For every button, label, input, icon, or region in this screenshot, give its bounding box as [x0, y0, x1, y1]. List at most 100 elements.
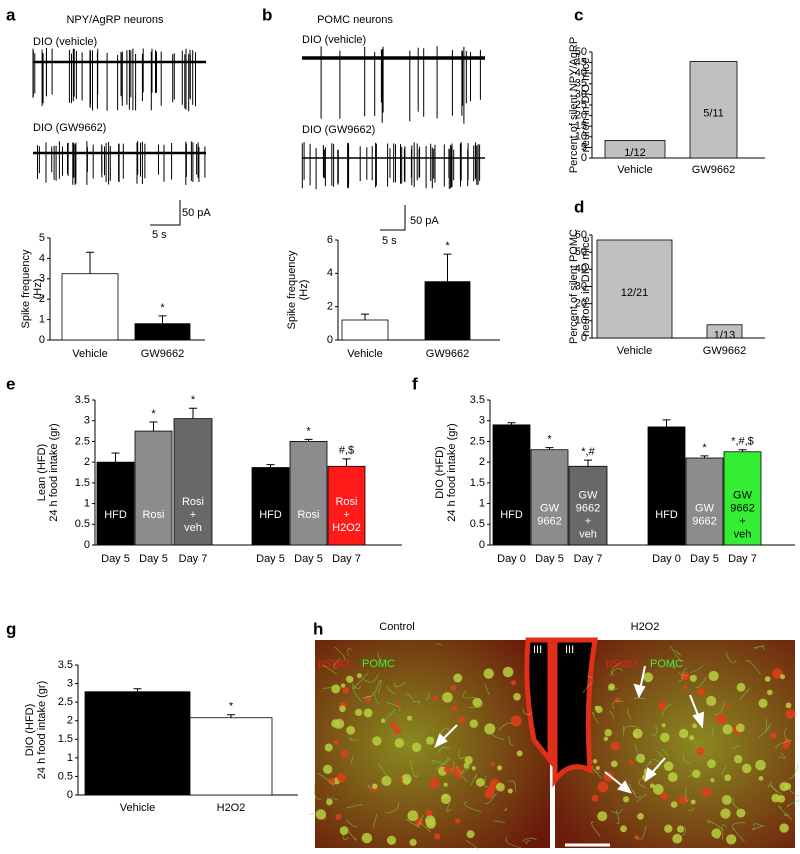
y-tick-label: 2.5 — [58, 696, 73, 708]
cell — [785, 702, 792, 709]
fiber — [754, 646, 765, 651]
fiber — [351, 682, 362, 689]
bar — [685, 457, 724, 546]
fiber — [670, 661, 676, 669]
y-tick-label: 50 — [575, 246, 587, 258]
error-bar — [304, 438, 313, 442]
y-tick-label: 2 — [327, 301, 333, 313]
y-tick-label: 3 — [479, 415, 485, 427]
cell — [340, 749, 349, 758]
bar — [251, 467, 290, 546]
y-tick-label: 10 — [575, 315, 587, 327]
fiber — [714, 700, 726, 715]
y-axis-label: Lean (HFD) — [36, 444, 48, 501]
y-tick-label: 2.5 — [470, 435, 485, 447]
fiber — [629, 783, 636, 795]
cell — [770, 732, 777, 739]
y-tick-label: 25 — [575, 99, 587, 111]
cell — [490, 762, 495, 767]
scale-label: 5 s — [152, 229, 167, 241]
scale-label: 5 s — [382, 235, 397, 247]
scale-bar — [150, 200, 181, 226]
cell — [710, 778, 715, 783]
cell — [390, 721, 398, 729]
cell — [716, 713, 727, 725]
bar-label: GW — [579, 489, 599, 501]
y-axis-label: Spike frequency — [286, 250, 298, 329]
x-tick-label: Day 5 — [139, 553, 168, 565]
error-bar — [342, 458, 351, 467]
fiber — [732, 822, 746, 830]
fiber — [789, 788, 799, 797]
fiber — [786, 799, 800, 807]
bar-label: Rosi — [297, 509, 319, 521]
y-tick-label: 40 — [575, 263, 587, 275]
cell — [597, 781, 609, 793]
y-axis-label: 24 h food intake (gr) — [48, 423, 60, 521]
fiber — [462, 690, 476, 699]
fiber — [775, 739, 792, 749]
bar-label: Rosi — [182, 496, 204, 508]
recording-trace — [33, 141, 206, 185]
cell — [398, 777, 404, 783]
y-tick-label: 0 — [479, 539, 485, 551]
cell — [453, 673, 463, 683]
fiber — [636, 793, 647, 803]
bar — [596, 239, 673, 339]
fiber — [318, 773, 335, 786]
cell — [711, 828, 722, 839]
micrograph — [309, 637, 800, 851]
bar-label: GW — [733, 489, 753, 501]
fiber — [712, 727, 714, 737]
cell — [697, 688, 706, 696]
cell — [336, 773, 347, 783]
bar — [604, 140, 666, 159]
y-axis-label: Spike frequency — [20, 249, 32, 328]
cell — [484, 789, 495, 799]
image-title: Control — [379, 621, 414, 633]
fiber — [627, 708, 632, 720]
fiber — [412, 700, 420, 705]
significance-marker: * — [229, 701, 234, 713]
fiber — [682, 826, 687, 836]
cell — [510, 715, 522, 727]
cell — [726, 703, 731, 708]
y-tick-label: 35 — [575, 78, 587, 90]
panel-letter: c — [574, 5, 583, 24]
fiber — [767, 784, 778, 793]
stain-label: POMC — [650, 658, 683, 670]
x-tick-label: Day 7 — [728, 553, 757, 565]
cell — [679, 728, 689, 739]
fiber — [739, 688, 751, 701]
cell — [475, 778, 485, 787]
bar — [61, 273, 119, 341]
fiber — [687, 774, 701, 778]
fiber — [504, 807, 507, 811]
x-tick-label: Vehicle — [617, 345, 652, 357]
cell — [771, 793, 780, 803]
significance-marker: *,# — [581, 446, 595, 458]
cell — [707, 759, 716, 769]
fiber — [651, 724, 658, 737]
fiber — [633, 697, 646, 700]
cell — [720, 808, 731, 819]
cell — [407, 810, 419, 822]
cell — [736, 682, 746, 692]
fiber — [417, 815, 424, 826]
y-tick-label: 30 — [575, 280, 587, 292]
y-tick-label: 0.5 — [75, 518, 90, 530]
panel-letter: d — [574, 197, 584, 216]
panel-letter: g — [6, 619, 16, 638]
cell — [425, 815, 436, 826]
fiber — [378, 679, 382, 694]
cell — [591, 794, 599, 802]
cell — [507, 788, 513, 794]
y-tick-label: 30 — [575, 88, 587, 100]
error-bar — [507, 422, 516, 425]
cell — [785, 709, 796, 719]
fiber — [346, 820, 358, 828]
y-tick-label: 0 — [581, 332, 587, 344]
y-axis-label: 24 h food intake (gr) — [446, 423, 458, 521]
cell — [767, 689, 773, 696]
cell — [443, 765, 451, 773]
